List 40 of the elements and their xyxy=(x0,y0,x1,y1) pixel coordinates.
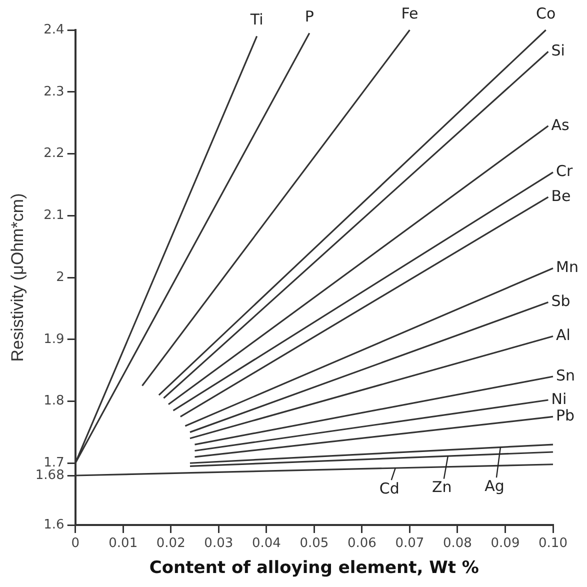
series-label: Sb xyxy=(551,292,570,310)
x-tick-label: 0.06 xyxy=(347,536,376,552)
series-label: Be xyxy=(551,186,571,205)
series-label: Pb xyxy=(556,406,575,425)
series-label: Ti xyxy=(249,10,264,29)
series-label: P xyxy=(304,7,314,26)
x-tick-label: 0.02 xyxy=(156,536,186,552)
x-tick-label: 0 xyxy=(71,536,80,552)
x-tick-label: 0.10 xyxy=(538,536,568,552)
x-tick-label: 0.01 xyxy=(108,536,138,552)
y-tick-label: 1.68 xyxy=(35,468,64,483)
series-label: Cd xyxy=(379,479,400,498)
x-tick-label: 0.07 xyxy=(395,536,424,552)
x-axis-title: Content of alloying element, Wt % xyxy=(149,558,479,578)
series-label: Sn xyxy=(556,366,576,384)
series-label: Ag xyxy=(484,476,504,495)
x-tick-label: 0.09 xyxy=(490,536,520,552)
y-tick-label: 1.9 xyxy=(44,332,64,347)
series-label: Cr xyxy=(556,162,574,180)
y-tick-label: 2.4 xyxy=(44,22,64,38)
x-tick-label: 0.04 xyxy=(252,536,281,552)
series-label: Si xyxy=(551,42,565,60)
series-label: Mn xyxy=(556,258,578,276)
series-label: Zn xyxy=(432,478,452,496)
y-tick-label: 2 xyxy=(56,270,64,285)
y-tick-label: 1.7 xyxy=(44,456,64,470)
y-tick-label: 1.6 xyxy=(44,517,64,532)
series-label: Fe xyxy=(401,4,418,22)
y-tick-label: 2.2 xyxy=(44,146,64,162)
series-label: Al xyxy=(556,326,570,344)
series-label: As xyxy=(551,116,570,134)
x-tick-label: 0.05 xyxy=(300,536,329,552)
y-tick-label: 2.3 xyxy=(44,84,64,100)
series-label: Co xyxy=(536,4,556,22)
x-tick-label: 0.03 xyxy=(204,536,234,552)
x-tick-label: 0.08 xyxy=(442,536,472,552)
series-label: Ni xyxy=(551,390,567,408)
y-tick-label: 2.1 xyxy=(44,208,64,223)
y-tick-label: 1.8 xyxy=(44,394,64,409)
y-axis-title: Resistivity (μOhm*cm) xyxy=(8,193,27,362)
